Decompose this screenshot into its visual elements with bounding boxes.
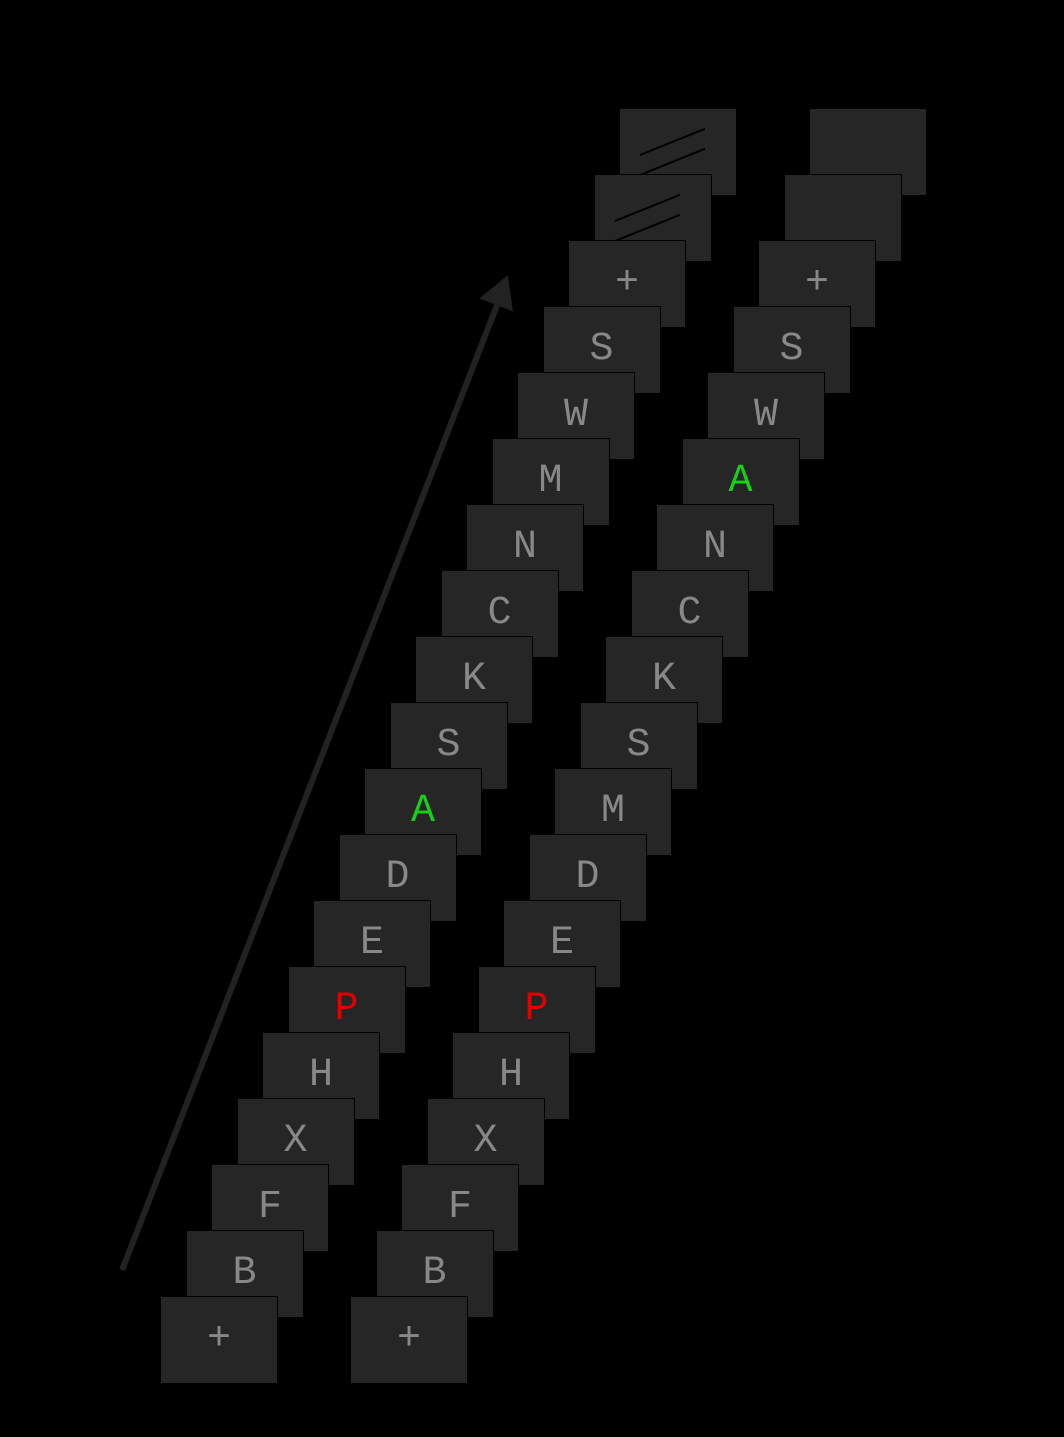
left-letter-14: W (564, 396, 588, 436)
left-letter-10: K (462, 660, 486, 700)
right-letter-13: A (728, 462, 752, 502)
right-letter-5: P (524, 990, 548, 1030)
right-letter-12: N (703, 528, 727, 568)
time-arrow-head (479, 269, 524, 312)
left-letter-11: C (487, 594, 511, 634)
right-letter-14: W (754, 396, 778, 436)
right-letter-16: + (805, 264, 829, 304)
right-card-0: + (350, 1296, 468, 1384)
left-letter-7: D (385, 858, 409, 898)
right-letter-11: C (677, 594, 701, 634)
right-letter-9: S (626, 726, 650, 766)
left-letter-6: E (360, 924, 384, 964)
left-letter-5: P (334, 990, 358, 1030)
left-letter-2: F (258, 1188, 282, 1228)
right-letter-6: E (550, 924, 574, 964)
left-letter-15: S (589, 330, 613, 370)
left-letter-12: N (513, 528, 537, 568)
right-letter-0: + (397, 1320, 421, 1360)
right-letter-2: F (448, 1188, 472, 1228)
right-letter-15: S (779, 330, 803, 370)
left-letter-3: X (283, 1122, 307, 1162)
left-letter-8: A (411, 792, 435, 832)
right-letter-7: D (575, 858, 599, 898)
right-letter-1: B (422, 1254, 446, 1294)
left-letter-1: B (232, 1254, 256, 1294)
left-letter-13: M (538, 462, 562, 502)
right-letter-3: X (473, 1122, 497, 1162)
left-letter-16: + (615, 264, 639, 304)
left-letter-0: + (207, 1320, 231, 1360)
right-letter-4: H (499, 1056, 523, 1096)
left-letter-9: S (436, 726, 460, 766)
left-letter-4: H (309, 1056, 333, 1096)
right-letter-10: K (652, 660, 676, 700)
left-card-0: + (160, 1296, 278, 1384)
right-letter-8: M (601, 792, 625, 832)
